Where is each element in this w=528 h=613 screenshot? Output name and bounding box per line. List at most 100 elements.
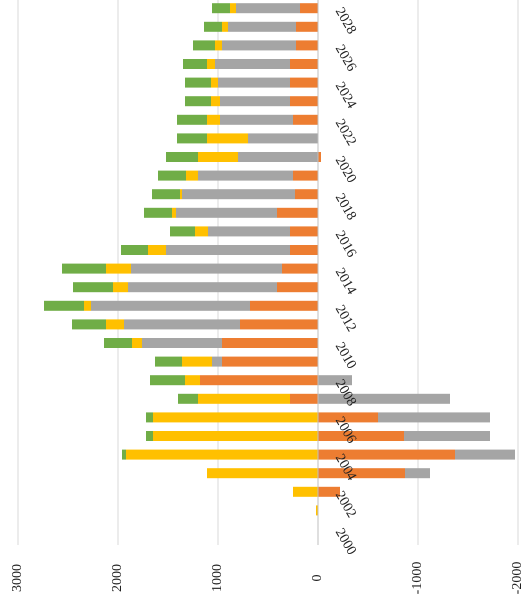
bar-segment: [106, 319, 124, 330]
bar-segment: [104, 338, 132, 348]
bar-segment: [240, 319, 318, 330]
bar-segment: [177, 114, 207, 125]
bar-segment: [172, 207, 176, 218]
bar-segment: [207, 59, 215, 69]
bar-segment: [176, 207, 277, 218]
category-label: 2022: [332, 117, 359, 149]
bar-segment: [91, 300, 250, 311]
bar-segment: [113, 282, 128, 293]
bar-segment: [218, 77, 290, 88]
bar-segment: [166, 245, 290, 255]
bar-segment: [212, 356, 222, 367]
bar-segment: [211, 96, 220, 107]
bar-segment: [185, 96, 211, 107]
bar-segment: [207, 133, 248, 144]
bar-segment: [177, 133, 207, 144]
bar-segment: [293, 486, 318, 497]
bar-segment: [144, 207, 172, 218]
bar-segment: [318, 412, 378, 423]
bar-segment: [318, 468, 405, 479]
bar-segment: [146, 412, 153, 423]
bar-segment: [222, 338, 318, 348]
bar-segment: [404, 431, 490, 441]
bar-segment: [220, 114, 293, 125]
bar-segment: [215, 59, 290, 69]
bar-segment: [153, 412, 318, 423]
bar-segment: [300, 3, 318, 14]
bar-segment: [198, 170, 293, 181]
bar-segment: [318, 152, 321, 162]
bar-segment: [248, 133, 318, 144]
bar-segment: [193, 40, 215, 51]
bar-segment: [290, 226, 318, 237]
bar-segment: [198, 152, 238, 162]
bar-segment: [106, 263, 131, 274]
value-tick-label: 2000: [110, 564, 125, 592]
bar-segment: [170, 226, 195, 237]
bar-segment: [228, 21, 296, 32]
bar-segment: [204, 21, 222, 32]
bar-segment: [132, 338, 142, 348]
value-tick-label: -1000: [410, 562, 425, 595]
bar-segment: [200, 375, 318, 386]
bar-segment: [152, 189, 180, 200]
bar-segment: [290, 245, 318, 255]
category-label: 2028: [332, 5, 359, 37]
bar-segment: [72, 319, 106, 330]
bar-segment: [405, 468, 430, 479]
bar-segment: [222, 40, 296, 51]
bar-segment: [236, 3, 300, 14]
bar-segment: [250, 300, 318, 311]
bar-segment: [211, 77, 218, 88]
category-label: 2008: [332, 377, 359, 409]
bar-segment: [183, 59, 207, 69]
bar-segment: [126, 449, 318, 460]
bar-segment: [290, 59, 318, 69]
bar-segment: [455, 449, 515, 460]
bar-segment: [148, 245, 166, 255]
category-label: 2024: [332, 80, 359, 112]
bar-segment: [166, 152, 198, 162]
bar-segment: [182, 356, 212, 367]
bar-segment: [296, 21, 318, 32]
bar-segment: [290, 96, 318, 107]
bar-segment: [230, 3, 236, 14]
bar-segment: [84, 300, 91, 311]
bar-segment: [185, 375, 200, 386]
bar-segment: [122, 449, 126, 460]
bar-segment: [185, 77, 211, 88]
category-label: 2000: [332, 526, 359, 558]
bar-segment: [318, 431, 404, 441]
bar-segment: [378, 412, 490, 423]
bar-segment: [318, 375, 352, 386]
value-tick-label: 3000: [10, 564, 25, 592]
category-label: 2002: [332, 489, 359, 521]
bar-segment: [293, 114, 318, 125]
bar-segment: [178, 393, 198, 404]
bar-segment: [207, 114, 220, 125]
bar-segment: [316, 505, 318, 516]
bar-segment: [318, 393, 450, 404]
bar-segment: [182, 189, 295, 200]
category-label: 2018: [332, 191, 359, 223]
bar-segment: [318, 449, 455, 460]
bar-segment: [150, 375, 185, 386]
bar-segment: [124, 319, 240, 330]
bar-segment: [153, 431, 318, 441]
bar-segment: [146, 431, 153, 441]
bar-segment: [296, 40, 318, 51]
bar-segment: [121, 245, 148, 255]
bar-segment: [207, 468, 318, 479]
bar-segment: [290, 393, 318, 404]
bar-segment: [128, 282, 277, 293]
bar-segment: [208, 226, 290, 237]
bar-segment: [282, 263, 318, 274]
bar-segment: [180, 189, 182, 200]
bar-segment: [220, 96, 290, 107]
bar-segment: [295, 189, 318, 200]
bar-segment: [195, 226, 208, 237]
bar-segment: [222, 356, 318, 367]
category-label: 2026: [332, 42, 359, 74]
category-label: 2014: [332, 266, 359, 298]
